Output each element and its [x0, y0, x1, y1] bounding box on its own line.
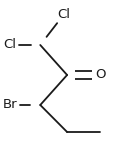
Text: Cl: Cl [57, 9, 70, 21]
Text: Br: Br [2, 99, 17, 111]
Text: Cl: Cl [3, 39, 16, 51]
Text: O: O [95, 69, 105, 81]
